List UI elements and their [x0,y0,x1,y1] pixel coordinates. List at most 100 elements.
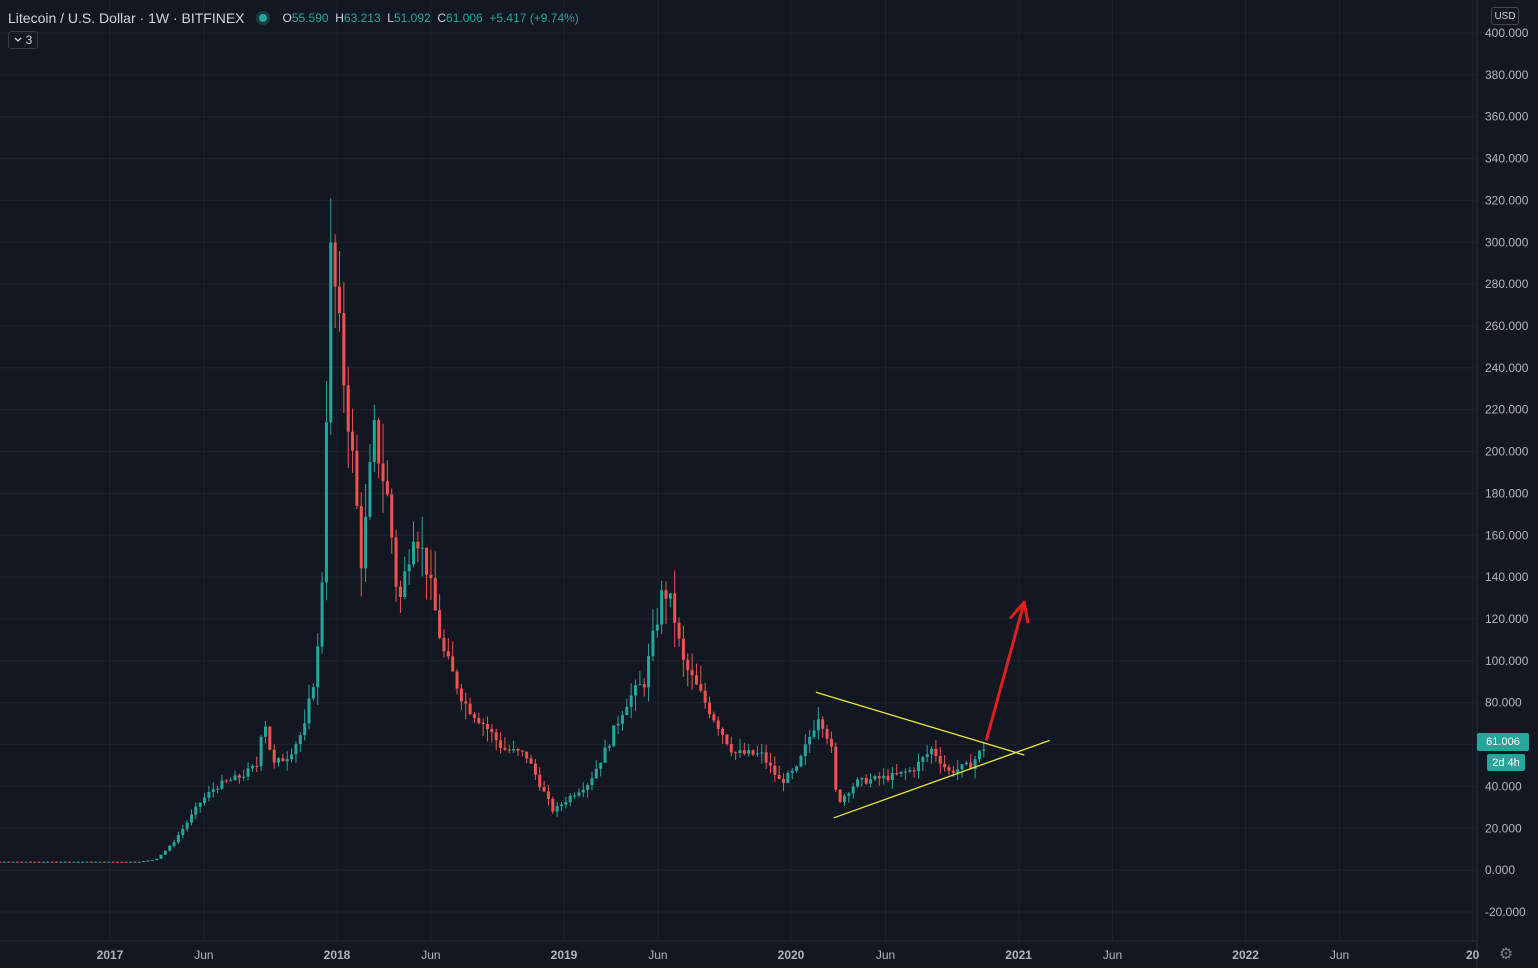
candle-body [342,313,346,386]
candle-body [856,779,860,787]
candle-body [738,750,742,753]
candle-body [7,861,11,863]
candle-body [690,670,694,676]
candle-body [346,385,350,432]
x-tick-label: Jun [876,948,895,962]
currency-button[interactable]: USD [1491,7,1519,25]
candle-body [699,684,703,691]
indicators-toggle-button[interactable]: 3 [8,31,38,49]
time-axis[interactable]: 2017 Jun 2018 Jun 2019 Jun 2020 Jun 2021 Jun 2022 J… [97,948,1480,962]
candle-body [725,734,729,745]
y-tick-label: 140.000 [1485,570,1529,584]
candle-body [573,795,577,797]
candle-body [773,765,777,775]
gear-icon[interactable]: ⚙ [1498,946,1514,963]
candle-body [416,541,420,549]
candle-body [590,778,594,785]
market-status-icon[interactable] [258,14,267,22]
candle-body [655,624,659,631]
candle-body [364,516,368,569]
candle-body [686,659,690,671]
candle-body [768,762,772,766]
candle-body [381,463,385,482]
candle-body [442,637,446,652]
candle-body [603,747,607,763]
candle-body [137,861,141,863]
candle-body [472,714,476,718]
candle-body [964,762,968,765]
candle-body [625,706,629,716]
candle-body [908,770,912,772]
candle-body [599,762,603,769]
drawings [815,600,1050,819]
x-tick-label: Jun [194,948,213,962]
candle-body [977,750,981,760]
candle-body [233,775,237,781]
candle-body [499,740,503,748]
candle-body [747,750,751,754]
candle-body [673,593,677,623]
candle-body [72,861,76,863]
candle-body [477,717,481,723]
candle-body [268,726,272,750]
trendline [833,739,1050,819]
candle-body [259,736,263,767]
candle-body [59,861,63,863]
candle-body [821,719,825,729]
candle-body [159,854,163,859]
candle-body [490,728,494,733]
candle-body [782,778,786,783]
candle-body [564,802,568,805]
candle-body [760,752,764,754]
candle-body [176,835,180,843]
candle-body [168,845,172,851]
candle-body [847,793,851,796]
candle-body [355,450,359,506]
candle-body [94,861,98,863]
y-tick-label: 260.000 [1485,319,1529,333]
ohlc-values: O55.590 H63.213 L51.092 C61.006 +5.417 (… [282,11,579,25]
candle-body [903,771,907,773]
x-tick-label: 20 [1466,948,1480,962]
candle-body [263,726,267,737]
candle-body [869,779,873,784]
candle-body [877,776,881,779]
candle-body [803,744,807,757]
candle-body [155,858,159,861]
candle-body [146,860,150,862]
candle-body [237,775,241,778]
candle-body [838,789,842,802]
candle-body [68,861,72,863]
candle-body [81,861,85,863]
candle-body [220,780,224,789]
candle-body [203,797,207,803]
y-tick-label: 160.000 [1485,528,1529,542]
candle-body [420,547,424,549]
candle-body [425,547,429,575]
y-tick-label: 380.000 [1485,68,1529,82]
candle-body [751,750,755,755]
candle-body [11,861,15,863]
candle-body [303,723,307,736]
candle-body [982,749,986,751]
candle-body [681,638,685,660]
y-tick-label: 120.000 [1485,612,1529,626]
candle-body [2,861,6,863]
candle-body [973,759,977,769]
candle-body [734,752,738,754]
price-axis[interactable]: 400.000 380.000 360.000 340.000 320.000 300.0… [1485,26,1529,919]
y-tick-label: 200.000 [1485,445,1529,459]
x-tick-label: 2019 [551,948,578,962]
y-tick-label: 180.000 [1485,486,1529,500]
candle-body [407,564,411,572]
candle-body [446,651,450,657]
candle-body [150,860,154,862]
symbol-title[interactable]: Litecoin / U.S. Dollar · 1W · BITFINEX [8,10,245,26]
candle-body [124,861,128,863]
chart-legend: Litecoin / U.S. Dollar · 1W · BITFINEX O… [8,8,579,28]
candle-body [50,861,54,863]
candle-body [708,702,712,715]
candle-body [494,732,498,741]
candle-body [337,286,341,314]
